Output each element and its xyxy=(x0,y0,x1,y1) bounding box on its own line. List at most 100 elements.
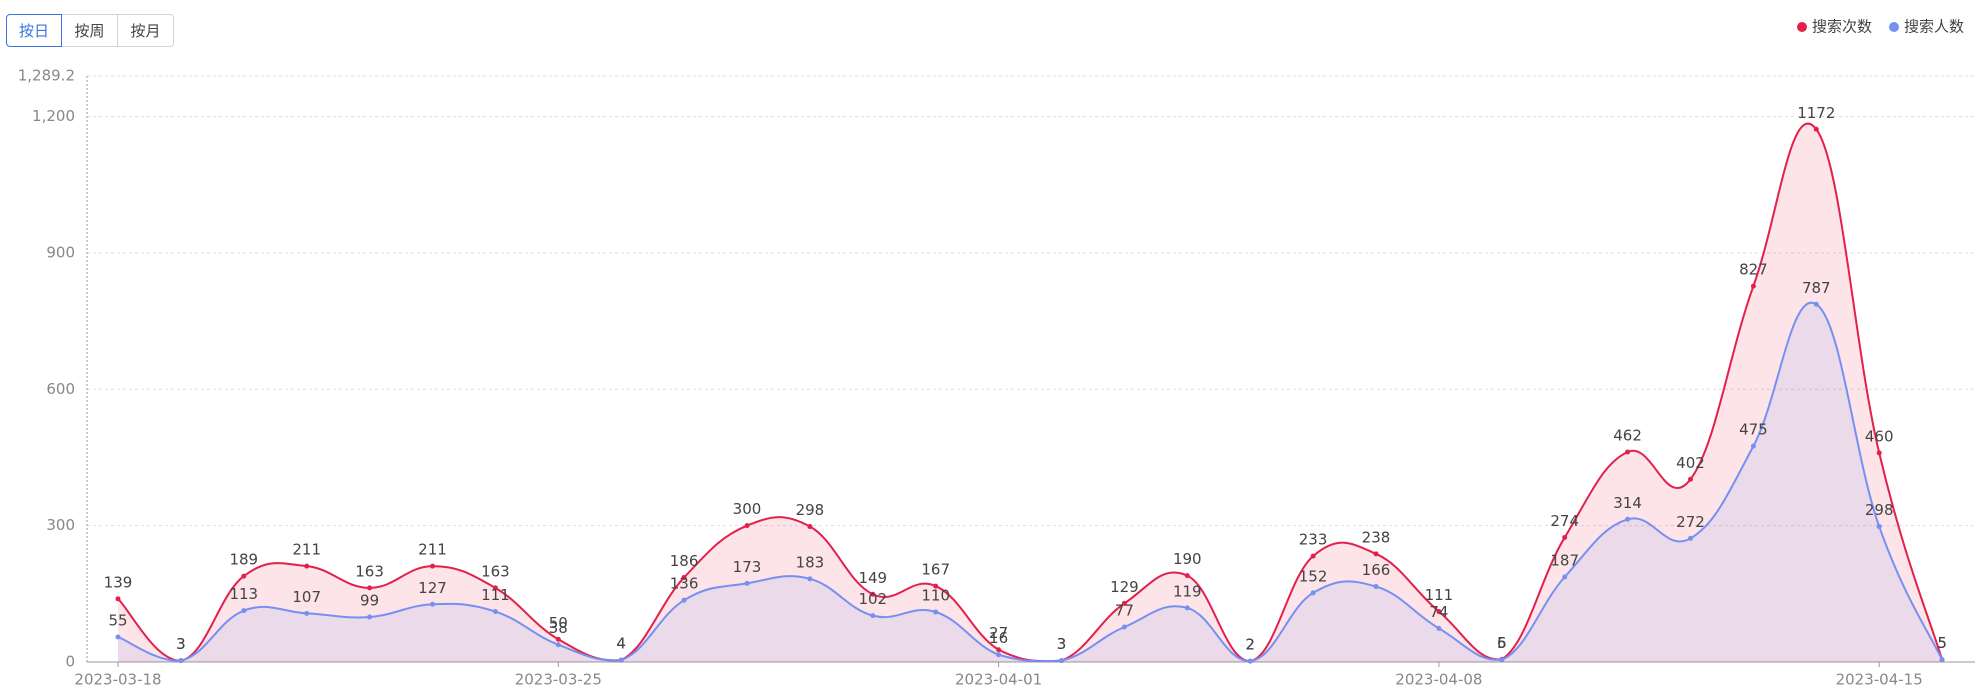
day-button[interactable]: 按日 xyxy=(6,14,62,47)
data-point xyxy=(115,596,121,602)
x-tick-label: 2023-03-25 xyxy=(515,671,602,689)
data-point xyxy=(1373,551,1379,557)
data-point xyxy=(1310,553,1316,559)
data-point xyxy=(996,647,1002,653)
data-label: 5 xyxy=(1937,634,1947,652)
data-point xyxy=(178,658,184,664)
data-point xyxy=(1184,605,1190,611)
data-point xyxy=(1310,590,1316,596)
data-label: 111 xyxy=(481,586,510,604)
data-label: 462 xyxy=(1613,427,1642,445)
data-label: 3 xyxy=(1057,635,1067,653)
data-label: 298 xyxy=(1865,501,1894,519)
data-point xyxy=(1876,524,1882,530)
legend-label[interactable]: 搜索次数 xyxy=(1812,18,1872,36)
data-label: 16 xyxy=(989,629,1008,647)
data-label: 314 xyxy=(1613,494,1642,512)
data-point xyxy=(241,608,247,614)
data-point xyxy=(1121,624,1127,630)
data-label: 149 xyxy=(858,569,887,587)
legend-label[interactable]: 搜索人数 xyxy=(1904,18,1964,36)
data-point xyxy=(996,652,1002,658)
data-point xyxy=(304,610,310,616)
data-label: 190 xyxy=(1173,550,1202,568)
data-point xyxy=(681,574,687,580)
data-label: 300 xyxy=(733,500,762,518)
data-label: 107 xyxy=(292,588,321,606)
data-point xyxy=(1247,658,1253,664)
x-tick-label: 2023-04-01 xyxy=(955,671,1042,689)
data-label: 272 xyxy=(1676,513,1705,531)
data-label: 50 xyxy=(549,614,568,632)
data-label: 55 xyxy=(108,612,127,630)
x-tick-label: 2023-04-08 xyxy=(1395,671,1482,689)
data-label: 187 xyxy=(1550,552,1579,570)
data-label: 163 xyxy=(481,562,510,580)
data-point xyxy=(870,591,876,597)
data-label: 77 xyxy=(1115,602,1134,620)
data-point xyxy=(870,613,876,619)
data-point xyxy=(1247,658,1253,664)
data-point xyxy=(115,634,121,640)
series-line xyxy=(117,122,1944,663)
data-point xyxy=(241,573,247,579)
x-tick-label: 2023-03-18 xyxy=(74,671,161,689)
data-point xyxy=(555,636,561,642)
data-label: 152 xyxy=(1299,567,1328,585)
data-label: 111 xyxy=(1425,586,1454,604)
data-label: 274 xyxy=(1550,512,1579,530)
month-button[interactable]: 按月 xyxy=(118,14,174,47)
data-point xyxy=(1436,625,1442,631)
data-point xyxy=(618,657,624,663)
data-label: 211 xyxy=(418,541,447,559)
data-point xyxy=(1750,283,1756,289)
data-point xyxy=(492,609,498,615)
data-label: 2 xyxy=(1245,636,1255,654)
data-label: 3 xyxy=(176,635,186,653)
data-label: 110 xyxy=(921,587,950,605)
y-tick-label: 300 xyxy=(46,516,75,534)
data-label: 166 xyxy=(1362,561,1391,579)
data-point xyxy=(1688,535,1693,541)
data-point xyxy=(1813,126,1819,132)
series-area xyxy=(118,123,1943,663)
data-label: 136 xyxy=(670,575,699,593)
series-area xyxy=(118,302,1943,662)
data-label: 298 xyxy=(796,501,825,519)
data-label: 173 xyxy=(733,558,762,576)
period-toggle: 按日 按周 按月 xyxy=(6,14,174,47)
legend-marker xyxy=(1797,22,1807,32)
data-label: 102 xyxy=(858,590,887,608)
data-label: 233 xyxy=(1299,531,1328,549)
data-point xyxy=(618,657,624,663)
week-button[interactable]: 按周 xyxy=(62,14,118,47)
data-point xyxy=(430,601,435,607)
data-label: 5 xyxy=(1497,634,1507,652)
data-point xyxy=(1939,657,1945,663)
y-tick-label: 900 xyxy=(46,243,75,261)
data-label: 74 xyxy=(1429,603,1448,621)
data-point xyxy=(1939,657,1945,663)
data-point xyxy=(807,524,813,530)
data-point xyxy=(1750,443,1756,449)
data-label: 183 xyxy=(796,553,825,571)
data-point xyxy=(1499,656,1505,662)
data-label: 27 xyxy=(989,624,1008,642)
data-point xyxy=(1813,301,1819,307)
y-tick-label: 1,200 xyxy=(32,107,75,125)
y-tick-label: 600 xyxy=(46,380,75,398)
data-label: 238 xyxy=(1362,528,1391,546)
data-point xyxy=(1562,574,1568,580)
data-label: 475 xyxy=(1739,421,1768,439)
data-point xyxy=(430,563,435,569)
data-point xyxy=(681,597,687,603)
data-point xyxy=(492,585,498,591)
data-point xyxy=(178,658,184,664)
data-label: 402 xyxy=(1676,454,1705,472)
data-label: 4 xyxy=(616,635,626,653)
data-point xyxy=(367,585,373,591)
data-label: 2 xyxy=(1245,636,1255,654)
data-point xyxy=(807,576,813,582)
